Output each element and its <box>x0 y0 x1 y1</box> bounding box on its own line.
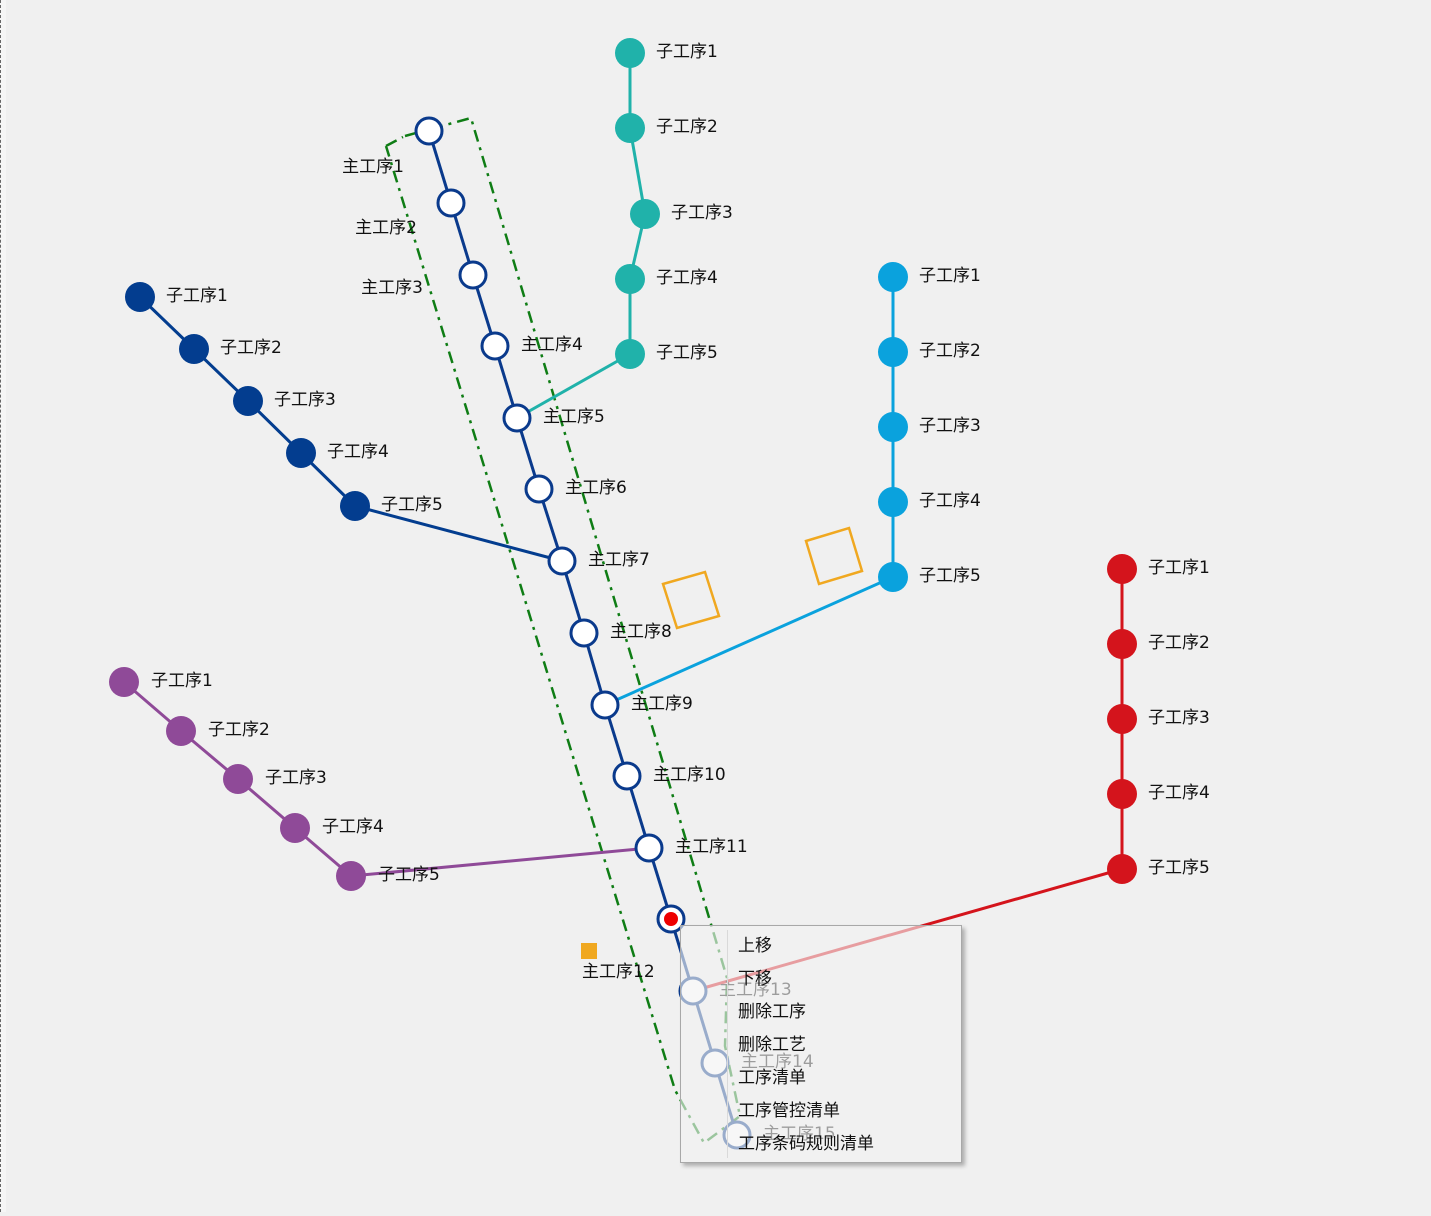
branch-node-label: 子工序2 <box>208 720 270 740</box>
branch-node-red-1[interactable] <box>1107 554 1137 584</box>
main-node-7[interactable] <box>547 546 577 576</box>
branch-node-navy-1[interactable] <box>125 282 155 312</box>
branch-node-label: 子工序5 <box>656 343 718 363</box>
menu-item-delete-craft[interactable]: 删除工艺 <box>738 1035 806 1055</box>
main-node-label: 主工序9 <box>631 694 693 714</box>
branch-node-sky-1[interactable] <box>878 262 908 292</box>
menu-item-delete-process[interactable]: 删除工序 <box>738 1002 806 1022</box>
main-node-label: 主工序7 <box>588 550 650 570</box>
main-node-label: 主工序1 <box>342 157 404 177</box>
main-node-label: 主工序3 <box>361 278 423 298</box>
branch-node-purple-2[interactable] <box>166 716 196 746</box>
branch-node-sky-2[interactable] <box>878 337 908 367</box>
branch-node-label: 子工序5 <box>919 566 981 586</box>
branch-node-label: 子工序3 <box>1148 708 1210 728</box>
branch-node-label: 子工序4 <box>1148 783 1210 803</box>
branch-node-purple-5[interactable] <box>336 861 366 891</box>
menu-item-process-list[interactable]: 工序清单 <box>738 1068 806 1088</box>
branch-node-label: 子工序1 <box>1148 558 1210 578</box>
branch-node-label: 子工序4 <box>919 491 981 511</box>
branch-node-red-5[interactable] <box>1107 854 1137 884</box>
branch-node-purple-4[interactable] <box>280 813 310 843</box>
branch-node-navy-5[interactable] <box>340 491 370 521</box>
main-node-2[interactable] <box>436 188 466 218</box>
branch-node-label: 子工序5 <box>381 495 443 515</box>
branch-node-label: 子工序5 <box>1148 858 1210 878</box>
branch-node-label: 子工序2 <box>919 341 981 361</box>
branch-node-label: 子工序2 <box>220 338 282 358</box>
branch-connector-purple <box>350 846 650 878</box>
main-node-label: 主工序4 <box>521 335 583 355</box>
branch-node-label: 子工序4 <box>327 442 389 462</box>
branch-node-label: 子工序2 <box>1148 633 1210 653</box>
branch-node-label: 子工序1 <box>151 671 213 691</box>
branch-node-teal-4[interactable] <box>615 264 645 294</box>
branch-node-label: 子工序3 <box>671 203 733 223</box>
marker-diamond <box>804 526 864 586</box>
menu-icon-gutter <box>727 930 728 1158</box>
marker-diamond <box>661 570 721 630</box>
main-node-label: 主工序11 <box>675 837 748 857</box>
branch-node-red-2[interactable] <box>1107 629 1137 659</box>
main-node-label: 主工序6 <box>565 478 627 498</box>
main-node-4[interactable] <box>480 331 510 361</box>
main-node-6[interactable] <box>524 474 554 504</box>
branch-node-label: 子工序4 <box>322 817 384 837</box>
branch-node-navy-3[interactable] <box>233 386 263 416</box>
main-node-10[interactable] <box>612 761 642 791</box>
main-node-label: 主工序10 <box>653 765 726 785</box>
main-node-label: 主工序2 <box>355 218 417 238</box>
branch-node-label: 子工序1 <box>166 286 228 306</box>
branch-node-teal-1[interactable] <box>615 38 645 68</box>
branch-connector-sky <box>604 575 894 707</box>
menu-item-barcode-rule-list[interactable]: 工序条码规则清单 <box>738 1134 874 1154</box>
branch-node-teal-3[interactable] <box>630 199 660 229</box>
branch-node-label: 子工序3 <box>919 416 981 436</box>
branch-connector-navy <box>354 504 563 563</box>
context-menu: 上移 下移 删除工序 删除工艺 工序清单 工序管控清单 工序条码规则清单 <box>680 925 962 1163</box>
main-node-11[interactable] <box>634 833 664 863</box>
menu-item-move-down[interactable]: 下移 <box>738 969 772 989</box>
branch-node-label: 子工序2 <box>656 117 718 137</box>
branch-node-label: 子工序1 <box>656 42 718 62</box>
main-node-8[interactable] <box>569 618 599 648</box>
branch-node-label: 子工序3 <box>265 768 327 788</box>
branch-node-label: 子工序5 <box>378 865 440 885</box>
branch-node-label: 子工序3 <box>274 390 336 410</box>
branch-node-purple-1[interactable] <box>109 667 139 697</box>
main-node-3[interactable] <box>458 260 488 290</box>
branch-node-red-4[interactable] <box>1107 779 1137 809</box>
marker-square <box>581 943 597 959</box>
branch-node-label: 子工序4 <box>656 268 718 288</box>
main-node-9[interactable] <box>590 690 620 720</box>
branch-node-navy-2[interactable] <box>179 334 209 364</box>
branch-node-label: 子工序1 <box>919 266 981 286</box>
main-node-selected-marker <box>664 912 678 926</box>
branch-node-red-3[interactable] <box>1107 704 1137 734</box>
main-node-1[interactable] <box>414 116 444 146</box>
menu-item-process-control-list[interactable]: 工序管控清单 <box>738 1101 840 1121</box>
branch-node-sky-4[interactable] <box>878 487 908 517</box>
branch-node-teal-5[interactable] <box>615 339 645 369</box>
main-node-label: 主工序12 <box>582 962 655 982</box>
menu-item-move-up[interactable]: 上移 <box>738 936 772 956</box>
branch-node-teal-2[interactable] <box>615 113 645 143</box>
branch-node-sky-5[interactable] <box>878 562 908 592</box>
main-node-label: 主工序5 <box>543 407 605 427</box>
window-left-edge <box>0 0 6 1212</box>
branch-node-sky-3[interactable] <box>878 412 908 442</box>
main-node-5[interactable] <box>502 403 532 433</box>
branch-connector-teal <box>516 352 631 420</box>
selection-frame <box>384 116 742 1145</box>
branch-node-navy-4[interactable] <box>286 438 316 468</box>
branch-node-purple-3[interactable] <box>223 764 253 794</box>
main-node-label: 主工序8 <box>610 622 672 642</box>
